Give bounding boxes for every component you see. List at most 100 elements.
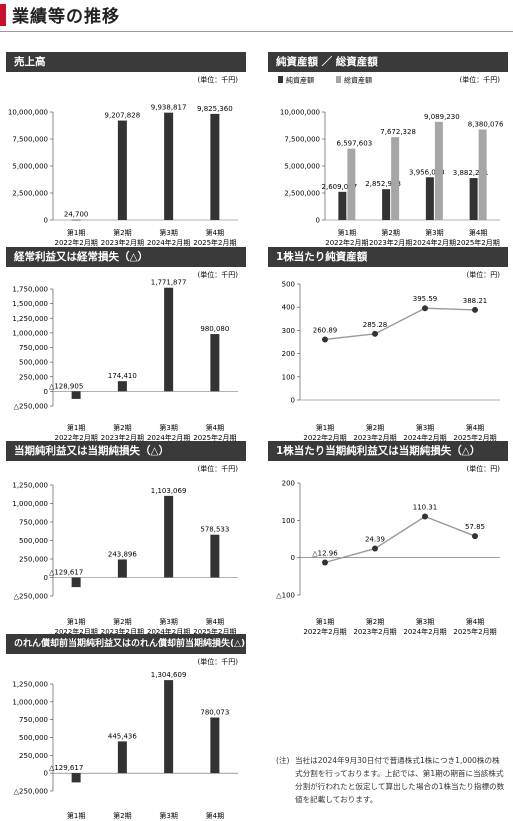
legend-swatch [336, 76, 341, 83]
data-label: 6,597,603 [337, 140, 373, 148]
x-tick-sublabel: 2024年2月期 [147, 238, 190, 247]
data-point [422, 513, 428, 520]
x-tick-label: 第1期 [67, 617, 85, 626]
legend-swatch [278, 76, 283, 83]
x-tick-label: 第4期 [206, 423, 224, 432]
y-tick-label: 1,250,000 [12, 681, 48, 689]
data-label: △128,905 [49, 382, 83, 390]
chart-panel-netincome: 当期純利益又は当期純損失（△） (単位：千円) △250,000 0 250,000 5… [6, 441, 246, 636]
x-tick-sublabel: 2024年2月期 [403, 433, 446, 442]
x-tick-sublabel: 2025年2月期 [453, 433, 496, 442]
x-tick-label: 第4期 [206, 617, 224, 626]
chart-pregoodwill: (単位：千円) △250,000 0 250,000 500,000 750,000 1,0… [12, 657, 239, 820]
bar [210, 534, 220, 578]
bar [71, 577, 81, 588]
data-label: 1,771,877 [151, 279, 187, 287]
bar [117, 381, 127, 392]
x-tick-label: 第2期 [113, 617, 131, 626]
x-tick-sublabel: 2023年2月期 [101, 238, 144, 247]
data-label: 388.21 [463, 297, 488, 305]
y-tick-label: 0 [291, 554, 295, 562]
bar [71, 391, 81, 399]
y-tick-label: △250,000 [14, 593, 48, 601]
data-point [372, 330, 378, 337]
data-label: 260.89 [313, 326, 338, 334]
data-label: 9,207,828 [105, 112, 141, 120]
x-tick-label: 第1期 [67, 811, 85, 820]
footnote-text: 当社は2024年9月30日付で普通株式1株につき1,000株の株式分割を行ってお… [295, 756, 505, 804]
y-tick-label: 500,000 [19, 734, 48, 742]
x-tick-sublabel: 2024年2月期 [403, 627, 446, 636]
y-tick-label: 1,250,000 [12, 315, 48, 323]
data-label: 285.28 [363, 321, 388, 329]
chart-panel-assets: 純資産額 ／ 総資産額 (単位：千円) 純資産額 総資産額 0 2,500,000 5,0… [268, 52, 508, 247]
data-label: 2,852,983 [365, 180, 401, 188]
x-tick-sublabel: 2024年2月期 [147, 433, 190, 442]
x-tick-sublabel: 2022年2月期 [54, 627, 97, 636]
chart-panel-sales: 売上高 (単位：千円) 0 2,500,000 5,000,000 7,500,000 1… [6, 52, 246, 247]
data-label: 3,956,053 [409, 168, 445, 176]
unit-label: (単位：千円) [198, 75, 239, 84]
x-tick-label: 第3期 [425, 228, 443, 237]
y-tick-label: 0 [316, 217, 320, 225]
y-tick-label: 0 [44, 770, 48, 778]
x-tick-label: 第2期 [366, 617, 384, 626]
bar [117, 120, 127, 220]
unit-label: (単位：千円) [198, 657, 239, 666]
x-tick-sublabel: 2022年2月期 [54, 238, 97, 247]
data-label: 1,304,609 [151, 671, 187, 679]
y-tick-label: 2,500,000 [284, 190, 320, 198]
x-tick-sublabel: 2025年2月期 [193, 433, 236, 442]
y-tick-label: 1,000,000 [12, 329, 48, 337]
data-label: 9,825,360 [197, 105, 233, 113]
y-tick-label: △250,000 [14, 403, 48, 411]
data-label: 578,533 [200, 526, 229, 534]
bar [164, 112, 174, 220]
data-point [422, 305, 428, 312]
bar [117, 741, 127, 774]
unit-label: (単位：千円) [460, 75, 501, 84]
x-tick-label: 第2期 [113, 228, 131, 237]
chart-title: 1株当たり純資産額 [268, 247, 508, 267]
x-tick-sublabel: 2023年2月期 [101, 627, 144, 636]
bar [425, 177, 434, 220]
bar [478, 129, 487, 220]
chart-panel-pregoodwill: のれん償却前当期純利益又はのれん償却前当期純損失(△) (単位：千円) △250,… [6, 634, 246, 820]
bar [347, 148, 356, 220]
chart-sales: (単位：千円) 0 2,500,000 5,000,000 7,500,000 10,00… [8, 75, 239, 247]
y-tick-label: 1,250,000 [12, 482, 48, 490]
x-tick-label: 第1期 [316, 423, 334, 432]
page-title: 業績等の推移 [12, 7, 120, 27]
chart-netincome: (単位：千円) △250,000 0 250,000 500,000 750,000 1,0… [12, 464, 238, 636]
data-point [472, 306, 478, 313]
y-tick-label: 1,000,000 [12, 500, 48, 508]
data-label: 980,080 [200, 325, 229, 333]
chart-panel-bps: 1株当たり純資産額 (単位：円) 0 100 200 300 400 500 第1期 2022年… [268, 247, 508, 442]
bar [71, 773, 81, 783]
x-tick-label: 第4期 [466, 617, 484, 626]
x-tick-label: 第2期 [113, 811, 131, 820]
bar [164, 495, 174, 578]
y-tick-label: 7,500,000 [12, 136, 48, 144]
x-tick-label: 第1期 [67, 228, 85, 237]
data-label: 7,672,328 [380, 128, 416, 136]
chart-panel-ordinary: 経常利益又は経常損失（△） (単位：千円) △250,000 0 250,000 500… [6, 247, 246, 442]
bar [382, 189, 391, 220]
data-label: 780,073 [200, 709, 229, 717]
data-point [472, 533, 478, 540]
y-tick-label: 1,750,000 [12, 286, 48, 294]
data-label: △129,617 [49, 569, 83, 577]
y-tick-label: 500,000 [19, 537, 48, 545]
page-title-bar: 業績等の推移 [0, 0, 513, 34]
x-tick-label: 第1期 [67, 423, 85, 432]
data-point [322, 336, 328, 343]
bar [469, 178, 478, 220]
bar [71, 219, 81, 221]
y-tick-label: 250,000 [19, 556, 48, 564]
x-tick-sublabel: 2023年2月期 [101, 433, 144, 442]
y-tick-label: 250,000 [19, 752, 48, 760]
y-tick-label: 250,000 [19, 373, 48, 381]
x-tick-label: 第3期 [159, 228, 177, 237]
y-tick-label: 500 [282, 281, 295, 289]
